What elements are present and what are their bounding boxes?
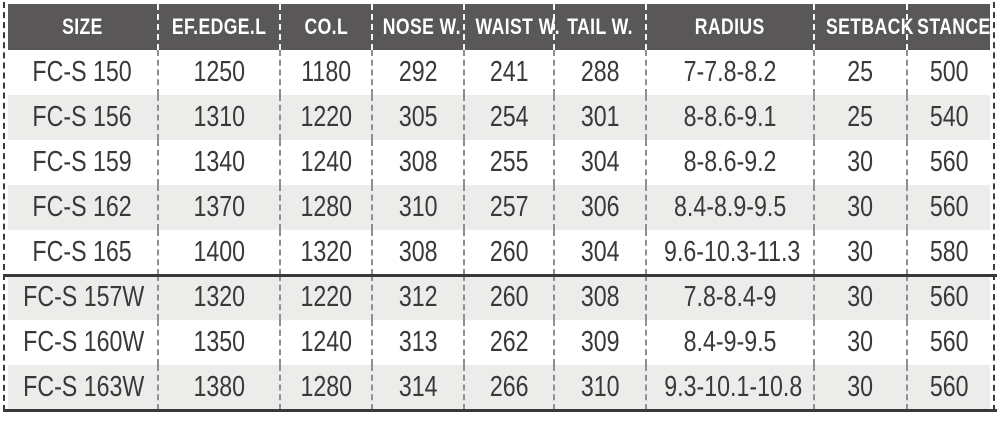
table-header: SIZE EF.EDGE.L CO.L NOSE W. WAIST W. TAI… <box>8 4 990 50</box>
right-dashed-border <box>993 2 995 411</box>
table-row-wide-group-start: FC-S 157W 1320 1220 312 260 308 7.8-8.4-… <box>8 275 990 320</box>
group-separator-line <box>3 274 997 277</box>
table-body: FC-S 150 1250 1180 292 241 288 7-7.8-8.2… <box>8 50 990 410</box>
cell-co-l: 1220 <box>279 95 371 140</box>
cell-tail-w: 310 <box>553 365 645 410</box>
header-row: SIZE EF.EDGE.L CO.L NOSE W. WAIST W. TAI… <box>8 4 990 50</box>
table-bottom-line <box>3 409 997 412</box>
cell-waist-w: 254 <box>463 95 553 140</box>
cell-co-l: 1180 <box>279 50 371 95</box>
cell-nose-w: 312 <box>371 275 463 320</box>
cell-nose-w: 314 <box>371 365 463 410</box>
cell-ef-edge-l: 1310 <box>157 95 279 140</box>
cell-nose-w: 313 <box>371 320 463 365</box>
column-header-size: SIZE <box>8 4 157 50</box>
cell-stance: 560 <box>906 185 990 230</box>
cell-stance: 540 <box>906 95 990 140</box>
cell-stance: 580 <box>906 230 990 275</box>
cell-size: FC-S 165 <box>8 230 157 275</box>
cell-radius: 8-8.6-9.2 <box>645 140 813 185</box>
cell-waist-w: 260 <box>463 230 553 275</box>
cell-nose-w: 308 <box>371 140 463 185</box>
cell-size: FC-S 160W <box>8 320 157 365</box>
cell-co-l: 1320 <box>279 230 371 275</box>
cell-stance: 560 <box>906 320 990 365</box>
cell-setback: 25 <box>813 95 906 140</box>
cell-radius: 9.6-10.3-11.3 <box>645 230 813 275</box>
cell-setback: 30 <box>813 275 906 320</box>
column-header-setback: SETBACK <box>813 4 913 50</box>
table-row: FC-S 159 1340 1240 308 255 304 8-8.6-9.2… <box>8 140 990 185</box>
cell-setback: 30 <box>813 230 906 275</box>
cell-stance: 560 <box>906 275 990 320</box>
cell-size: FC-S 157W <box>8 275 157 320</box>
column-header-nose-w: NOSE W. <box>371 4 463 50</box>
cell-waist-w: 262 <box>463 320 553 365</box>
cell-size: FC-S 156 <box>8 95 157 140</box>
cell-radius: 9.3-10.1-10.8 <box>645 365 813 410</box>
cell-co-l: 1280 <box>279 185 371 230</box>
cell-stance: 560 <box>906 140 990 185</box>
cell-ef-edge-l: 1370 <box>157 185 279 230</box>
cell-co-l: 1280 <box>279 365 371 410</box>
cell-co-l: 1240 <box>279 320 371 365</box>
cell-ef-edge-l: 1320 <box>157 275 279 320</box>
column-header-waist-w: WAIST W. <box>463 4 560 50</box>
column-header-stance: STANCE <box>906 4 990 50</box>
table-row: FC-S 156 1310 1220 305 254 301 8-8.6-9.1… <box>8 95 990 140</box>
cell-waist-w: 241 <box>463 50 553 95</box>
table-row: FC-S 162 1370 1280 310 257 306 8.4-8.9-9… <box>8 185 990 230</box>
cell-setback: 30 <box>813 140 906 185</box>
cell-tail-w: 304 <box>553 230 645 275</box>
cell-nose-w: 292 <box>371 50 463 95</box>
cell-waist-w: 266 <box>463 365 553 410</box>
spec-table: SIZE EF.EDGE.L CO.L NOSE W. WAIST W. TAI… <box>8 4 990 410</box>
cell-stance: 560 <box>906 365 990 410</box>
cell-tail-w: 288 <box>553 50 645 95</box>
table-row: FC-S 160W 1350 1240 313 262 309 8.4-9-9.… <box>8 320 990 365</box>
cell-radius: 8.4-8.9-9.5 <box>645 185 813 230</box>
cell-ef-edge-l: 1380 <box>157 365 279 410</box>
table-row: FC-S 165 1400 1320 308 260 304 9.6-10.3-… <box>8 230 990 275</box>
cell-nose-w: 308 <box>371 230 463 275</box>
cell-co-l: 1220 <box>279 275 371 320</box>
cell-ef-edge-l: 1350 <box>157 320 279 365</box>
column-header-tail-w: TAIL W. <box>553 4 645 50</box>
cell-tail-w: 304 <box>553 140 645 185</box>
cell-setback: 30 <box>813 185 906 230</box>
cell-ef-edge-l: 1250 <box>157 50 279 95</box>
cell-size: FC-S 150 <box>8 50 157 95</box>
cell-radius: 7.8-8.4-9 <box>645 275 813 320</box>
table-row: FC-S 163W 1380 1280 314 266 310 9.3-10.1… <box>8 365 990 410</box>
cell-nose-w: 305 <box>371 95 463 140</box>
cell-ef-edge-l: 1340 <box>157 140 279 185</box>
cell-setback: 30 <box>813 320 906 365</box>
cell-tail-w: 309 <box>553 320 645 365</box>
cell-size: FC-S 162 <box>8 185 157 230</box>
cell-waist-w: 255 <box>463 140 553 185</box>
cell-size: FC-S 159 <box>8 140 157 185</box>
cell-radius: 8.4-9-9.5 <box>645 320 813 365</box>
cell-size: FC-S 163W <box>8 365 157 410</box>
cell-stance: 500 <box>906 50 990 95</box>
cell-nose-w: 310 <box>371 185 463 230</box>
column-header-ef-edge-l: EF.EDGE.L <box>157 4 279 50</box>
cell-tail-w: 308 <box>553 275 645 320</box>
cell-tail-w: 306 <box>553 185 645 230</box>
cell-radius: 7-7.8-8.2 <box>645 50 813 95</box>
cell-co-l: 1240 <box>279 140 371 185</box>
cell-setback: 30 <box>813 365 906 410</box>
column-header-radius: RADIUS <box>645 4 813 50</box>
cell-ef-edge-l: 1400 <box>157 230 279 275</box>
cell-waist-w: 257 <box>463 185 553 230</box>
cell-radius: 8-8.6-9.1 <box>645 95 813 140</box>
cell-tail-w: 301 <box>553 95 645 140</box>
cell-setback: 25 <box>813 50 906 95</box>
left-dashed-border <box>3 2 5 411</box>
cell-waist-w: 260 <box>463 275 553 320</box>
table-row: FC-S 150 1250 1180 292 241 288 7-7.8-8.2… <box>8 50 990 95</box>
column-header-co-l: CO.L <box>279 4 371 50</box>
